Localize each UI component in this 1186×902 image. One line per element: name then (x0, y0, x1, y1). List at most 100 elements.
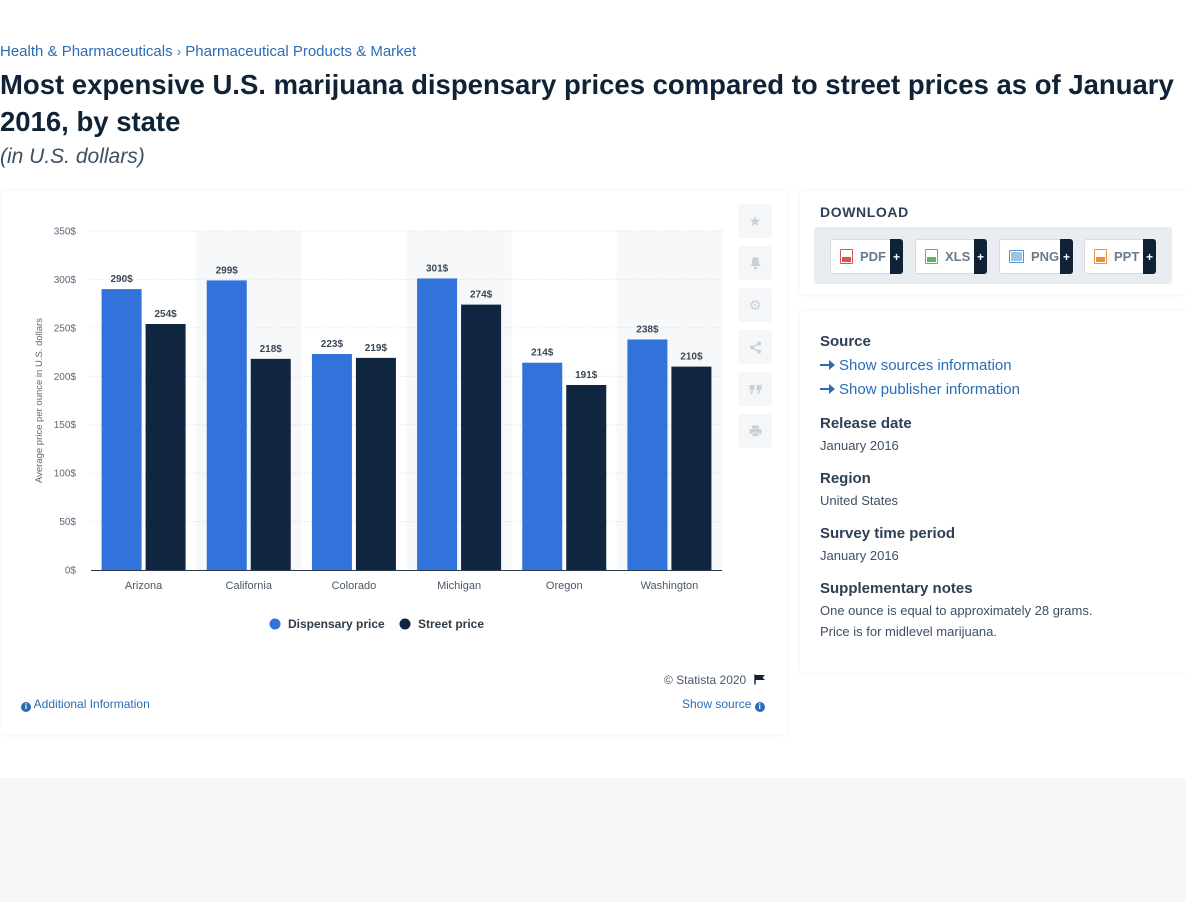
data-label: 214$ (531, 348, 554, 359)
bar-dispensary-colorado (311, 354, 352, 570)
supplementary-notes-heading: Supplementary notes (820, 580, 973, 597)
breadcrumb: Health & Pharmaceuticals › Pharmaceutical … (0, 43, 416, 60)
statista-copyright: © Statista 2020 (664, 673, 766, 687)
supplementary-note-2: Price is for midlevel marijuana. (820, 624, 998, 639)
share-icon[interactable] (738, 330, 772, 364)
data-label: 299$ (216, 265, 239, 276)
download-pdf-label: PDF (860, 249, 886, 264)
bar-street-arizona (145, 323, 186, 570)
show-publisher-link[interactable]: Show publisher information (820, 381, 1020, 398)
breadcrumb-separator: › (176, 43, 182, 59)
y-axis-title: Average price per ounce in U.S. dollars (34, 318, 45, 483)
data-label: 254$ (154, 309, 177, 320)
bar-street-washington (671, 366, 712, 570)
data-label: 218$ (260, 344, 283, 355)
ppt-file-icon (1094, 249, 1107, 264)
quote-icon[interactable] (738, 372, 772, 406)
y-tick-label: 150$ (54, 420, 77, 431)
show-sources-link[interactable]: Show sources information (820, 357, 1012, 374)
download-png-label: PNG (1031, 249, 1060, 264)
bell-icon[interactable] (738, 246, 772, 280)
data-label: 191$ (575, 370, 598, 381)
show-source-label: Show source (682, 697, 752, 711)
download-title: DOWNLOAD (820, 204, 909, 220)
breadcrumb-link-pharma[interactable]: Pharmaceutical Products & Market (185, 43, 417, 60)
bar-dispensary-michigan (417, 278, 458, 570)
survey-period-value: January 2016 (820, 548, 899, 563)
download-bar: PDF + XLS + PNG + PPT + (814, 227, 1172, 284)
plus-icon: + (890, 239, 903, 274)
chart-card: 0$ 50$ 100$ 150$ 200$ 250$ 300$ 350$ Average pri… (1, 191, 786, 734)
info-icon: i (754, 702, 765, 712)
y-tick-label: 50$ (59, 517, 76, 528)
plus-icon: + (1143, 239, 1156, 274)
star-icon[interactable]: ★ (738, 204, 772, 238)
data-label: 274$ (470, 290, 493, 301)
xls-file-icon (925, 249, 938, 264)
y-tick-label: 0$ (65, 566, 77, 577)
download-ppt-label: PPT (1114, 249, 1140, 264)
download-card: DOWNLOAD PDF + XLS + PNG + PPT + (800, 191, 1186, 294)
data-label: 238$ (636, 324, 659, 335)
y-tick-label: 250$ (54, 323, 77, 334)
page-title: Most expensive U.S. marijuana dispensary… (0, 69, 1174, 137)
info-icon: i (21, 702, 31, 712)
bar-street-colorado (355, 357, 396, 570)
show-sources-label: Show sources information (839, 357, 1012, 374)
print-icon[interactable] (738, 414, 772, 448)
show-publisher-label: Show publisher information (839, 381, 1020, 398)
y-tick-label: 350$ (54, 227, 77, 238)
flag-icon[interactable] (753, 674, 766, 685)
region-value: United States (820, 493, 899, 508)
download-xls-label: XLS (945, 249, 971, 264)
survey-period-heading: Survey time period (820, 525, 956, 542)
page-subtitle: (in U.S. dollars) (0, 145, 145, 168)
download-pdf-button[interactable]: PDF + (830, 239, 903, 274)
data-label: 210$ (680, 352, 703, 363)
bar-dispensary-arizona (101, 289, 142, 570)
download-png-button[interactable]: PNG + (999, 239, 1073, 274)
region-heading: Region (820, 470, 871, 487)
x-tick-label: Arizona (125, 580, 163, 592)
legend-label: Dispensary price (288, 617, 385, 631)
y-tick-label: 200$ (54, 372, 77, 383)
supplementary-note-1: One ounce is equal to approximately 28 g… (820, 603, 1093, 618)
x-tick-label: California (226, 580, 273, 592)
y-tick-label: 100$ (54, 469, 77, 480)
x-tick-label: Oregon (546, 580, 583, 592)
arrow-right-icon (820, 360, 835, 371)
legend-marker-street (399, 618, 411, 630)
source-heading: Source (820, 333, 871, 350)
gear-icon[interactable]: ⚙ (738, 288, 772, 322)
y-tick-label: 300$ (54, 275, 77, 286)
png-image-icon (1009, 250, 1024, 263)
show-source-link[interactable]: Show source i (682, 697, 765, 712)
bar-chart: 0$ 50$ 100$ 150$ 200$ 250$ 300$ 350$ Average pri… (34, 227, 722, 631)
bar-street-california (250, 358, 291, 570)
download-ppt-button[interactable]: PPT + (1084, 239, 1156, 274)
plus-icon: + (974, 239, 987, 274)
bar-dispensary-california (206, 280, 247, 570)
bar-dispensary-washington (627, 339, 668, 570)
bar-street-oregon (566, 385, 607, 570)
breadcrumb-link-health[interactable]: Health & Pharmaceuticals (0, 43, 173, 60)
release-date-value: January 2016 (820, 438, 899, 453)
pdf-file-icon (840, 249, 853, 264)
x-tick-label: Michigan (437, 580, 481, 592)
legend-marker-dispensary (269, 618, 281, 630)
x-tick-label: Washington (641, 580, 699, 592)
data-label: 223$ (321, 339, 344, 350)
x-tick-label: Colorado (332, 580, 377, 592)
plus-icon: + (1060, 239, 1073, 274)
statistic-details-card: Source Show sources information Show pub… (800, 311, 1186, 672)
legend-label: Street price (418, 617, 484, 631)
arrow-right-icon (820, 384, 835, 395)
bar-dispensary-oregon (522, 362, 563, 570)
release-date-heading: Release date (820, 415, 912, 432)
data-label: 219$ (365, 343, 388, 354)
additional-information-link[interactable]: i Additional Information (21, 697, 150, 712)
bar-street-michigan (461, 304, 502, 570)
download-xls-button[interactable]: XLS + (915, 239, 987, 274)
data-label: 301$ (426, 263, 449, 274)
data-label: 290$ (110, 274, 133, 285)
